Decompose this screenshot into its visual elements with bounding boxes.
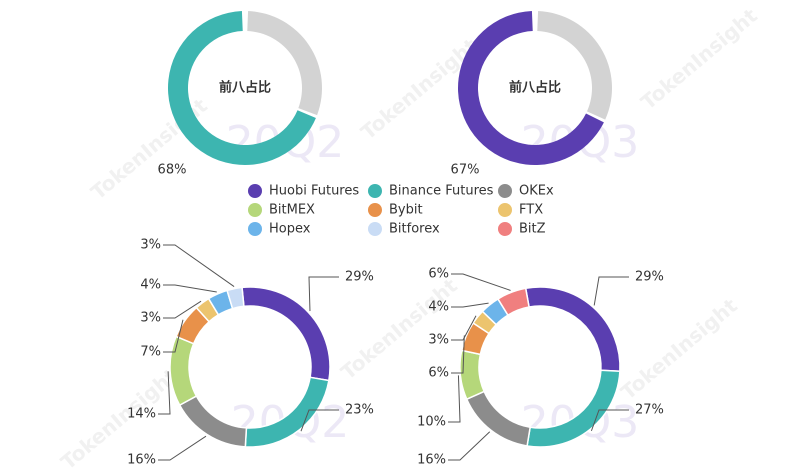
donut-segment xyxy=(241,286,331,382)
legend-swatch xyxy=(248,222,262,236)
value-label: 27% xyxy=(635,403,664,418)
leader-line xyxy=(448,375,461,423)
watermark: TokenInsight xyxy=(86,93,212,204)
legend-swatch xyxy=(498,184,512,198)
legend-swatch xyxy=(498,222,512,236)
leader-line xyxy=(163,300,202,319)
watermark: TokenInsight xyxy=(636,3,762,114)
watermark: TokenInsight xyxy=(56,363,182,474)
value-label: 6% xyxy=(428,267,449,282)
value-label: 67% xyxy=(451,163,480,178)
legend-label: Bitforex xyxy=(389,222,440,237)
leader-line xyxy=(451,302,489,308)
value-label: 68% xyxy=(158,163,187,178)
value-label: 3% xyxy=(428,333,449,348)
value-label: 4% xyxy=(140,278,161,293)
value-label: 6% xyxy=(428,366,449,381)
legend-swatch xyxy=(248,203,262,217)
leader-line xyxy=(163,319,184,353)
leader-line xyxy=(451,335,465,374)
legend-label: Hopex xyxy=(269,222,311,237)
legend-swatch xyxy=(368,184,382,198)
donut-segment xyxy=(537,11,612,120)
leader-line xyxy=(451,315,477,341)
leader-line xyxy=(593,276,629,306)
legend-swatch xyxy=(368,222,382,236)
legend-label: BitZ xyxy=(519,222,546,237)
legend-swatch xyxy=(498,203,512,217)
legend-label: FTX xyxy=(519,203,543,218)
donut-segment xyxy=(169,335,198,407)
legend-swatch xyxy=(368,203,382,217)
leader-line xyxy=(448,431,491,461)
leader-line xyxy=(158,371,171,415)
center-label: 前八占比 xyxy=(509,80,561,96)
legend-label: Bybit xyxy=(389,203,423,218)
leader-line xyxy=(308,276,339,312)
leader-line xyxy=(590,409,629,432)
watermark: TokenInsight xyxy=(616,293,742,404)
value-label: 29% xyxy=(635,270,664,285)
value-label: 16% xyxy=(417,453,446,468)
value-label: 29% xyxy=(345,270,374,285)
donut-segment xyxy=(524,286,621,373)
value-label: 3% xyxy=(140,238,161,253)
donut-segment xyxy=(496,287,530,317)
center-label: 前八占比 xyxy=(219,80,271,96)
legend-label: Binance Futures xyxy=(389,184,494,199)
donut-segment xyxy=(226,286,245,310)
leader-line xyxy=(163,284,217,293)
value-label: 23% xyxy=(345,403,374,418)
leader-line xyxy=(163,244,235,287)
leader-line xyxy=(158,435,207,461)
value-label: 4% xyxy=(428,300,449,315)
value-label: 3% xyxy=(140,311,161,326)
legend-label: OKEx xyxy=(519,184,554,199)
value-label: 10% xyxy=(417,415,446,430)
value-label: 14% xyxy=(127,407,156,422)
legend-label: Huobi Futures xyxy=(269,184,359,199)
donut-segment xyxy=(247,11,322,116)
legend-swatch xyxy=(248,184,262,198)
legend-label: BitMEX xyxy=(269,203,315,218)
leader-line xyxy=(451,273,511,291)
leader-line xyxy=(300,409,339,432)
value-label: 7% xyxy=(140,345,161,360)
value-label: 16% xyxy=(127,453,156,468)
